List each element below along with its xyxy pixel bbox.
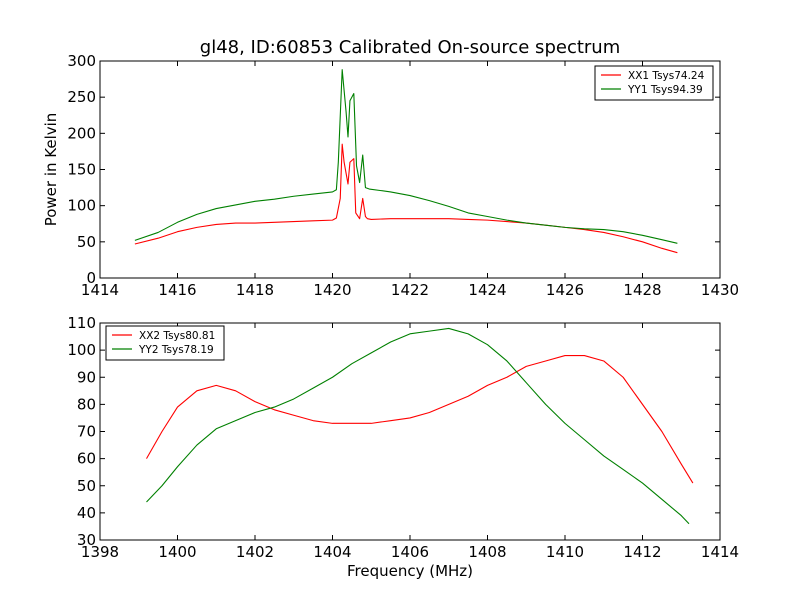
top-y-axis-label: Power in Kelvin: [42, 113, 60, 227]
top-legend-box: [594, 65, 714, 101]
bottom-x-tick-label-7: 1412: [623, 543, 661, 561]
bottom-legend-box: [105, 325, 225, 361]
bottom-x-tick-label-8: 1414: [701, 543, 739, 561]
bottom-y-tick-label-7: 100: [67, 341, 96, 359]
top-y-tick-label-5: 250: [67, 88, 96, 106]
bottom-x-tick-label-3: 1404: [313, 543, 351, 561]
top-x-tick-label-1: 1416: [158, 281, 196, 299]
bottom-y-tick-label-6: 90: [77, 368, 96, 386]
bottom-legend: XX2 Tsys80.81 YY2 Tsys78.19: [105, 325, 225, 361]
top-series-line-1: [134, 69, 678, 244]
bottom-x-tick-label-2: 1402: [236, 543, 274, 561]
bottom-x-tick-label-6: 1410: [546, 543, 584, 561]
bottom-y-tick-label-3: 60: [77, 450, 96, 468]
top-y-tick-label-2: 100: [67, 197, 96, 215]
bottom-series-line-1: [146, 327, 690, 525]
top-x-tick-label-8: 1430: [701, 281, 739, 299]
bottom-y-tick-label-2: 50: [77, 477, 96, 495]
bottom-x-tick-label-1: 1400: [158, 543, 196, 561]
top-y-tick-label-6: 300: [67, 52, 96, 70]
top-x-tick-label-5: 1424: [468, 281, 506, 299]
top-legend-label-1: YY1 Tsys94.39: [627, 84, 703, 96]
top-x-tick-label-2: 1418: [236, 281, 274, 299]
top-legend: XX1 Tsys74.24 YY1 Tsys94.39: [594, 65, 714, 101]
bottom-y-tick-label-8: 110: [67, 314, 96, 332]
bottom-y-tick-label-0: 30: [77, 531, 96, 549]
chart-title: gl48, ID:60853 Calibrated On-source spec…: [200, 37, 620, 58]
top-panel: 1414 1416 1418 1420 1422 1424 1426 1428 1430 0 50 1…: [42, 52, 739, 299]
top-x-tick-label-7: 1428: [623, 281, 661, 299]
top-y-tick-label-4: 200: [67, 124, 96, 142]
bottom-panel: 1398 1400 1402 1404 1406 1408 1410 1412 1414 30 40…: [67, 314, 739, 580]
top-legend-label-0: XX1 Tsys74.24: [628, 70, 705, 82]
top-x-tick-label-6: 1426: [546, 281, 584, 299]
top-x-tick-label-4: 1422: [391, 281, 429, 299]
top-y-tick-label-3: 150: [67, 161, 96, 179]
bottom-y-tick-label-5: 80: [77, 395, 96, 413]
bottom-legend-label-0: XX2 Tsys80.81: [139, 330, 215, 342]
bottom-x-axis-label: Frequency (MHz): [347, 562, 473, 580]
bottom-x-tick-label-0: 1398: [81, 543, 119, 561]
bottom-legend-label-1: YY2 Tsys78.19: [138, 344, 214, 356]
top-x-tick-label-0: 1414: [81, 281, 119, 299]
bottom-x-tick-label-5: 1408: [468, 543, 506, 561]
bottom-y-tick-label-1: 40: [77, 504, 96, 522]
top-y-tick-label-1: 50: [77, 233, 96, 251]
bottom-x-tick-label-4: 1406: [391, 543, 429, 561]
bottom-series-line-0: [146, 354, 694, 484]
top-y-tick-label-0: 0: [86, 269, 96, 287]
bottom-y-tick-label-4: 70: [77, 423, 96, 441]
top-x-tick-label-3: 1420: [313, 281, 351, 299]
